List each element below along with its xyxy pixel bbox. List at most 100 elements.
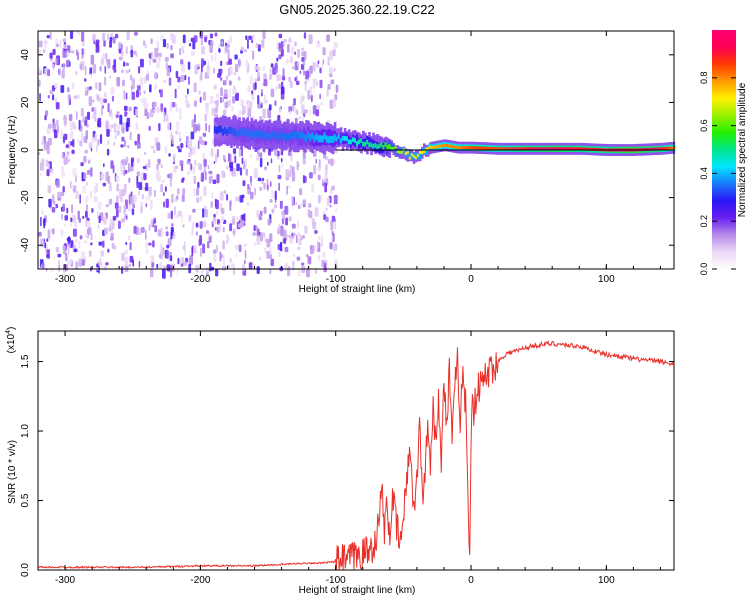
noise-speckle [280,157,283,163]
signal-cell [467,146,471,150]
noise-speckle [258,216,263,221]
noise-speckle [137,142,141,149]
signal-cell [319,135,323,143]
noise-speckle [187,88,189,95]
noise-speckle [97,201,102,210]
colorbar: 0.0 0.2 0.4 0.6 0.8 Normalized spectral ampl… [699,30,748,275]
signal-cell [368,142,371,147]
signal-cell [483,146,487,150]
snr-panel: -300 -200 -100 0 100 0.0 0.5 1.0 1.5 Height of … [5,327,675,596]
noise-speckle [301,47,305,51]
noise-speckle [184,248,186,256]
noise-speckle [309,109,312,115]
noise-speckle [179,160,184,167]
noise-speckle [283,238,286,244]
noise-speckle [56,179,60,188]
noise-speckle [334,221,337,230]
signal-cell [410,153,414,157]
noise-speckle [141,193,145,200]
noise-speckle [161,179,165,184]
signal-cell [386,144,389,150]
noise-speckle [304,80,307,86]
noise-speckle [229,223,233,232]
noise-speckle [41,158,45,166]
noise-speckle [261,177,265,182]
noise-speckle [330,158,334,167]
signal-cell [370,142,373,148]
signal-cell [285,133,288,141]
signal-cell [246,132,249,140]
noise-speckle [200,38,203,46]
noise-speckle [180,59,184,65]
noise-speckle [49,89,54,95]
noise-speckle [217,219,221,225]
noise-speckle [90,242,93,246]
noise-speckle [160,34,164,41]
noise-speckle [278,223,281,231]
signal-cell [337,134,341,145]
noise-speckle [109,75,112,79]
noise-speckle [333,194,338,205]
noise-speckle [128,68,131,73]
noise-speckle [307,209,311,218]
noise-speckle [207,75,210,79]
noise-speckle [327,83,331,90]
noise-speckle [254,242,256,247]
noise-speckle [88,159,91,164]
noise-speckle [129,242,132,251]
noise-speckle [206,103,209,109]
noise-speckle [331,185,335,191]
noise-speckle [319,79,323,89]
noise-speckle [177,84,180,90]
noise-speckle [267,108,272,119]
signal-cell [354,138,357,143]
noise-speckle [167,122,171,131]
noise-speckle [163,192,165,197]
signal-cell [670,146,674,150]
noise-speckle [152,101,157,108]
noise-speckle [94,133,97,142]
noise-speckle [204,113,208,122]
noise-speckle [219,191,224,201]
noise-speckle [191,229,194,236]
noise-speckle [51,207,56,213]
noise-speckle [276,57,279,62]
noise-speckle [118,220,121,229]
noise-speckle [38,231,42,237]
noise-speckle [160,89,163,98]
noise-speckle [196,197,200,203]
noise-speckle [186,160,191,165]
noise-speckle [170,226,174,232]
signal-cell [339,138,343,144]
noise-speckle [97,139,100,146]
noise-speckle [289,164,293,174]
noise-speckle [269,67,272,74]
noise-speckle [125,216,128,220]
noise-speckle [167,212,170,219]
noise-speckle [305,70,309,81]
noise-speckle [115,114,119,119]
signal-cell [668,146,672,150]
signal-cell [516,147,519,151]
noise-speckle [249,75,254,85]
noise-speckle [249,154,253,158]
noise-speckle [240,99,245,107]
noise-speckle [61,166,64,175]
signal-cell [552,147,556,151]
signal-cell [220,125,223,133]
noise-speckle [303,32,307,39]
noise-speckle [169,177,172,188]
signal-cell [437,144,440,148]
noise-speckle [156,263,159,269]
noise-speckle [104,265,108,271]
noise-speckle [245,59,249,68]
noise-speckle [202,243,206,254]
noise-speckle [100,250,104,257]
noise-speckle [276,42,279,50]
noise-speckle [111,242,115,249]
signal-cell [561,147,564,151]
noise-speckle [134,140,137,146]
noise-speckle [249,101,253,109]
noise-speckle [140,58,144,68]
noise-speckle [62,62,65,72]
